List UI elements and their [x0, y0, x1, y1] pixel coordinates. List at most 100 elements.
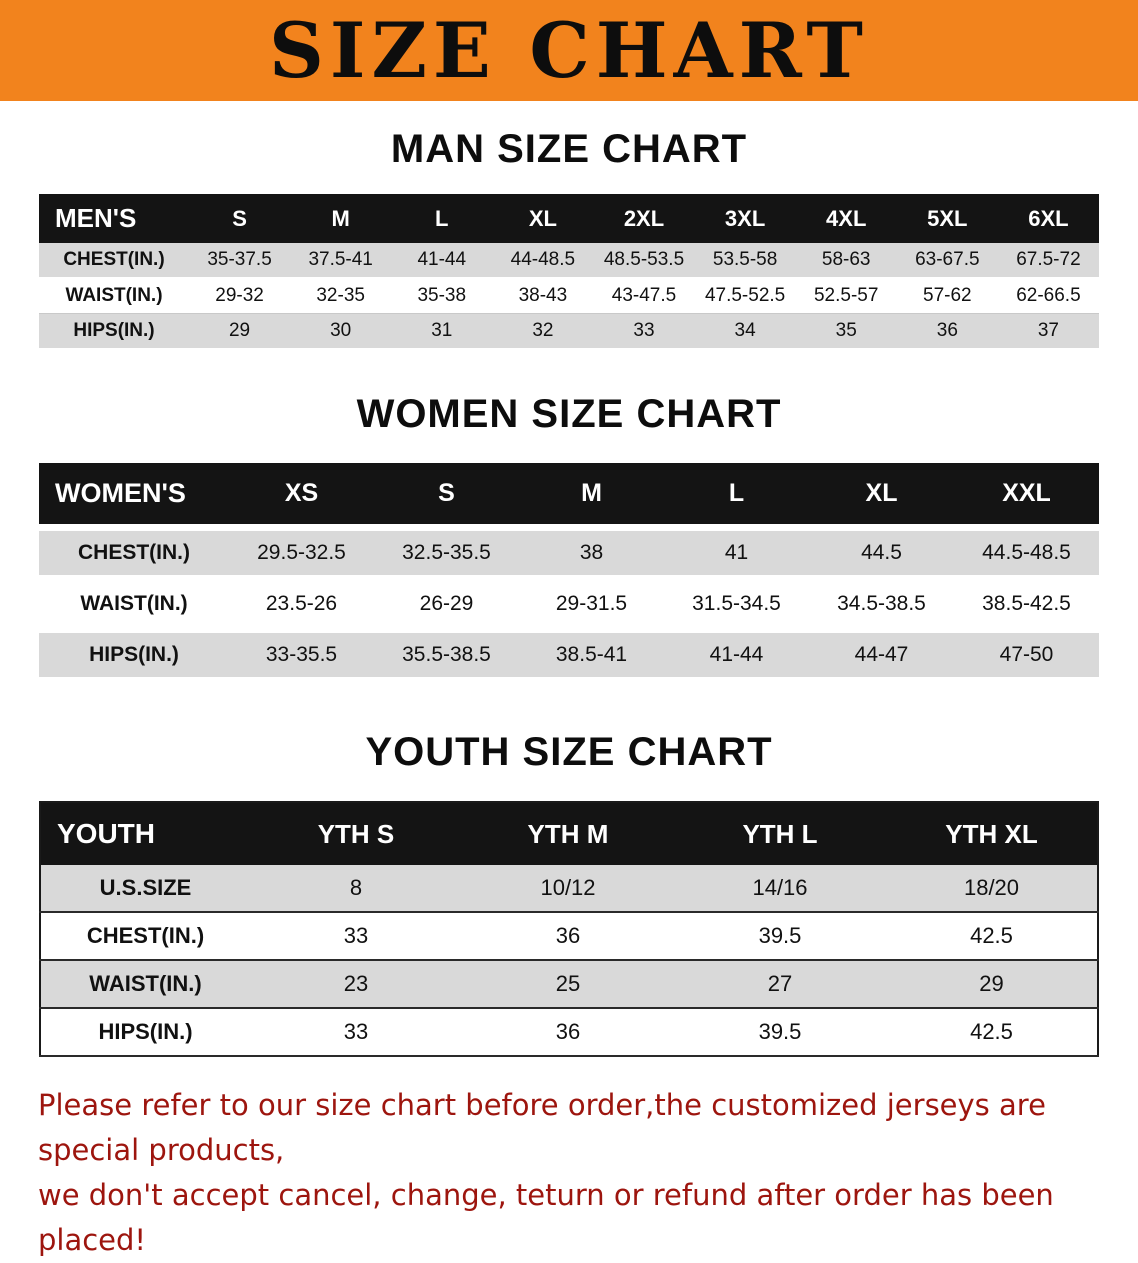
- row-label: HIPS(IN.): [73, 320, 155, 341]
- table-cell: 44-47: [854, 643, 909, 666]
- table-cell: 29-31.5: [555, 592, 628, 615]
- table-cell: 48.5-53.5: [603, 249, 685, 270]
- table-cell: 41-44: [709, 643, 764, 666]
- table-cell: 27: [767, 971, 793, 996]
- table-cell: 37.5-41: [308, 249, 373, 270]
- table-cell: 41-44: [417, 249, 467, 270]
- page-title: SIZE CHART: [269, 5, 869, 95]
- table-cell: 34.5-38.5: [837, 592, 926, 615]
- row-label: HIPS(IN.): [98, 1019, 193, 1044]
- table-cell: 33: [343, 1019, 369, 1044]
- table-row: HIPS(IN.) 33 36 39.5 42.5: [40, 1008, 1098, 1056]
- table-cell: 33: [633, 320, 655, 341]
- table-cell: 53.5-58: [712, 249, 778, 270]
- table-cell: 33-35.5: [265, 643, 338, 666]
- table-cell: 35-38: [417, 285, 467, 306]
- table-header-row: YOUTH YTH S YTH M YTH L YTH XL: [40, 802, 1098, 865]
- table-cell: 39.5: [758, 1019, 802, 1044]
- table-header-label: YOUTH: [40, 802, 250, 865]
- table-header-cell: XL: [492, 194, 594, 243]
- table-header-cell: XS: [229, 463, 374, 528]
- table-cell: 44.5: [861, 541, 902, 564]
- table-row: U.S.SIZE 8 10/12 14/16 18/20: [40, 865, 1098, 912]
- table-header-cell: XXL: [954, 463, 1099, 528]
- row-label: CHEST(IN.): [63, 249, 165, 270]
- table-cell: 32.5-35.5: [402, 541, 491, 564]
- table-row: WAIST(IN.) 23.5-26 26-29 29-31.5 31.5-34.5 34…: [39, 578, 1099, 630]
- table-header-label: WOMEN'S: [39, 463, 229, 528]
- table-row: CHEST(IN.) 35-37.5 37.5-41 41-44 44-48.5 48.5…: [39, 243, 1099, 278]
- table-cell: 47-50: [999, 643, 1054, 666]
- table-cell: 57-62: [923, 285, 972, 306]
- table-cell: 37: [1037, 320, 1059, 341]
- table-cell: 35: [835, 320, 857, 341]
- table-header-cell: 3XL: [694, 194, 796, 243]
- table-header-cell: XL: [809, 463, 954, 528]
- table-cell: 14/16: [752, 875, 808, 900]
- table-cell: 52.5-57: [813, 285, 879, 306]
- row-label: U.S.SIZE: [99, 875, 192, 900]
- youth-section-heading: YOUTH SIZE CHART: [365, 730, 773, 774]
- table-header-cell: L: [664, 463, 809, 528]
- table-row: HIPS(IN.) 29 30 31 32 33 34 35 36 37: [39, 313, 1099, 349]
- table-cell: 29-32: [215, 285, 264, 306]
- disclaimer-line-2: we don't accept cancel, change, teturn o…: [38, 1177, 1054, 1257]
- table-header-cell: 6XL: [997, 194, 1099, 243]
- table-cell: 25: [555, 971, 581, 996]
- row-label: WAIST(IN.): [89, 971, 202, 996]
- table-header-cell: YTH L: [674, 802, 886, 865]
- table-cell: 34: [734, 320, 756, 341]
- row-label: WAIST(IN.): [65, 285, 163, 306]
- table-cell: 38.5-41: [555, 643, 628, 666]
- table-cell: 47.5-52.5: [704, 285, 786, 306]
- table-header-cell: 4XL: [795, 194, 897, 243]
- table-header-cell: S: [189, 194, 291, 243]
- table-cell: 67.5-72: [1016, 249, 1081, 270]
- table-cell: 33: [343, 923, 369, 948]
- table-cell: 35-37.5: [207, 249, 272, 270]
- men-size-table: MEN'S S M L XL 2XL 3XL 4XL 5XL 6XL CHEST(IN.) 35-37…: [39, 194, 1099, 350]
- table-header-label: MEN'S: [39, 194, 189, 243]
- table-cell: 38-43: [518, 285, 568, 306]
- table-cell: 10/12: [540, 875, 596, 900]
- table-row: HIPS(IN.) 33-35.5 35.5-38.5 38.5-41 41-44 44-…: [39, 629, 1099, 681]
- table-header-cell: M: [519, 463, 664, 528]
- row-label: CHEST(IN.): [78, 541, 190, 564]
- table-cell: 29: [228, 320, 251, 341]
- table-row: CHEST(IN.) 29.5-32.5 32.5-35.5 38 41 44.5 44.5…: [39, 527, 1099, 579]
- table-cell: 32: [532, 320, 554, 341]
- table-cell: 32-35: [316, 285, 365, 306]
- table-cell: 36: [936, 320, 958, 341]
- disclaimer-line-1: Please refer to our size chart before or…: [38, 1088, 1046, 1167]
- row-label: WAIST(IN.): [80, 592, 188, 615]
- youth-size-section: YOUTH SIZE CHART YOUTH YTH S YTH M YTH L YTH…: [0, 684, 1138, 1057]
- table-header-cell: YTH M: [462, 802, 674, 865]
- table-cell: 23.5-26: [265, 592, 338, 615]
- table-cell: 58-63: [821, 249, 871, 270]
- table-cell: 29.5-32.5: [257, 541, 346, 564]
- women-section-heading: WOMEN SIZE CHART: [356, 392, 782, 436]
- table-cell: 8: [349, 875, 363, 900]
- table-header-cell: S: [374, 463, 519, 528]
- youth-size-table: YOUTH YTH S YTH M YTH L YTH XL U.S.SIZE 8 10/12…: [39, 801, 1099, 1057]
- table-cell: 23: [343, 971, 369, 996]
- table-cell: 31: [431, 320, 453, 341]
- table-header-cell: YTH S: [250, 802, 462, 865]
- table-cell: 29: [979, 971, 1004, 996]
- table-cell: 39.5: [758, 923, 802, 948]
- men-size-section: MAN SIZE CHART MEN'S S M L XL 2XL 3XL 4XL 5XL 6XL…: [0, 101, 1138, 350]
- row-label: HIPS(IN.): [89, 643, 179, 666]
- table-cell: 36: [555, 1019, 581, 1044]
- table-cell: 38: [579, 541, 604, 564]
- table-header-row: MEN'S S M L XL 2XL 3XL 4XL 5XL 6XL: [39, 194, 1099, 243]
- table-cell: 35.5-38.5: [402, 643, 491, 666]
- table-cell: 44-48.5: [510, 249, 576, 270]
- row-label: CHEST(IN.): [86, 923, 205, 948]
- table-cell: 44.5-48.5: [982, 541, 1071, 564]
- table-header-cell: 2XL: [593, 194, 695, 243]
- table-header-cell: M: [290, 194, 392, 243]
- women-size-section: WOMEN SIZE CHART WOMEN'S XS S M L XL XXL CHEST(…: [0, 350, 1138, 684]
- banner: SIZE CHART: [0, 0, 1138, 101]
- disclaimer-note: Please refer to our size chart before or…: [0, 1083, 1138, 1263]
